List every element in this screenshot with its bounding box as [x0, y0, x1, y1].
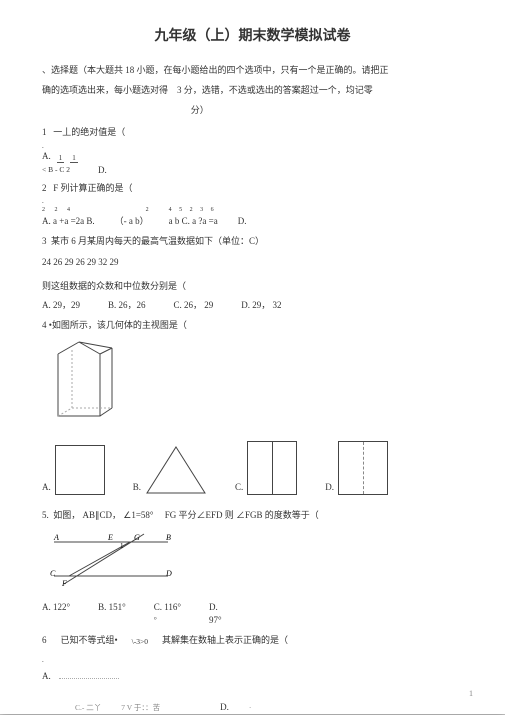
question-4: 4 •如图所示，该几何体的主视图是（ A. B. — [42, 319, 463, 495]
q6-C: C.- 二丫 — [75, 702, 101, 713]
instr-p1: 、选择题（本大题共 — [42, 65, 123, 75]
svg-text:A: A — [53, 533, 59, 542]
prism-figure — [50, 338, 120, 426]
q6-ineq: \-3>0 — [132, 636, 148, 647]
q5-A: A. 122° — [42, 601, 70, 628]
instr-p3: 确的选项选出来，每小题选对得 — [42, 85, 168, 95]
instr-p5: 分） — [191, 105, 209, 115]
q6-num: 6 — [42, 634, 47, 648]
instr-p2: 小题，在每小题给出的四个选项中，只有一个是正确的。请把正 — [137, 65, 389, 75]
q5-C: C. 116° — [154, 601, 181, 615]
q4-C: C. — [235, 481, 243, 495]
q6-text2: 其解集在数轴上表示正确的是（ — [162, 634, 288, 648]
q2-C: a b C. a ?a =a — [169, 215, 218, 229]
q2-Csup: 4 5 2 3 6 — [169, 206, 218, 215]
q4-A: A. — [42, 481, 51, 495]
question-6: 6 已知不等式组• \-3>0 其解集在数轴上表示正确的是（ . A. AA C… — [42, 634, 463, 715]
q5-num: 5. — [42, 510, 49, 520]
q6-A: A. — [42, 671, 51, 681]
q2-text: F 列计算正确的是（ — [53, 183, 132, 193]
q5-text: 如图， — [53, 510, 80, 520]
shape-triangle — [145, 445, 207, 495]
svg-text:B: B — [166, 533, 171, 542]
question-2: 2 F 列计算正确的是（ . 2 2 4 A. a +a =2a B. 2 （-… — [42, 182, 463, 229]
q4-text: •如图所示，该几何体的主视图是（ — [49, 320, 187, 330]
q1-num: 1 — [42, 126, 47, 140]
q1-A: A. — [42, 151, 51, 163]
q1-D: D. — [98, 165, 107, 177]
svg-text:D: D — [165, 569, 172, 578]
instr-count: 18 — [125, 65, 134, 75]
q3-text2: 则这组数据的众数和中位数分别是（ — [42, 280, 463, 294]
q5-seg3: FG 平分∠EFD 则 ∠FGB 的度数等于（ — [165, 510, 319, 520]
svg-text:F: F — [61, 579, 67, 588]
question-1: 1 一丄的绝对值是（ . A. 1 1 < B - C 2 D. — [42, 126, 463, 176]
q2-B1: （- a b） — [115, 215, 149, 229]
q1-text: 一丄的绝对值是（ — [53, 127, 125, 137]
parallel-lines-figure: A E G B 1 C F D — [48, 528, 188, 592]
shape-dash-rect — [338, 441, 388, 495]
q3-A: A. 29，29 — [42, 299, 80, 313]
svg-text:1: 1 — [120, 542, 124, 550]
q3-D: D. 29， 32 — [241, 299, 281, 313]
instr-score: 3 — [177, 85, 182, 95]
q3-B: B. 26，26 — [108, 299, 146, 313]
svg-text:C: C — [50, 569, 56, 578]
page-title: 九年级（上）期末数学模拟试卷 — [42, 26, 463, 47]
shape-square — [55, 445, 105, 495]
svg-text:G: G — [134, 533, 140, 542]
question-5: 5. 如图， AB∥CD， ∠1=58° FG 平分∠EFD 则 ∠FGB 的度… — [42, 509, 463, 628]
q2-A1sup: 2 2 4 — [42, 206, 95, 215]
q6-text: 已知不等式组• — [61, 634, 118, 648]
svg-text:E: E — [107, 533, 113, 542]
q2-A: A. — [42, 216, 51, 226]
q6-C2: 7 V 于：：苦 — [121, 702, 160, 713]
q4-D: D. — [325, 481, 334, 495]
q3-data: 24 26 29 26 29 32 29 — [42, 256, 463, 270]
q2-D: D. — [238, 215, 247, 229]
q4-num: 4 — [42, 319, 47, 333]
q5-B: B. 151° — [98, 601, 126, 628]
q3-C: C. 26， 29 — [174, 299, 214, 313]
q3-num: 3 — [42, 235, 47, 249]
instr-p4: 分，选错，不选或选出的答案超过一个，均记零 — [184, 85, 373, 95]
q5-seg2: ∠1=58° — [123, 510, 153, 520]
q1-Atxt: < B - C 2 — [42, 165, 70, 177]
question-3: 3 某市 6 月某周内每天的最高气温数据如下（单位：C） 24 26 29 26… — [42, 235, 463, 313]
q2-num: 2 — [42, 182, 47, 196]
q4-B: B. — [133, 481, 141, 495]
page-number: 1 — [469, 688, 473, 700]
instructions: 、选择题（本大题共 18 小题，在每小题给出的四个选项中，只有一个是正确的。请把… — [42, 61, 463, 120]
q5-D: D. 97° — [209, 601, 222, 628]
q3-text: 某市 6 月某周内每天的最高气温数据如下（单位：C） — [51, 236, 264, 246]
q6-D: D. — [220, 701, 229, 715]
shape-split-rect — [247, 441, 297, 495]
q2-A1: a +a =2a B. — [53, 216, 95, 226]
q2-B1sup: 2 — [115, 206, 149, 215]
q5-seg1: AB∥CD， — [83, 510, 122, 520]
